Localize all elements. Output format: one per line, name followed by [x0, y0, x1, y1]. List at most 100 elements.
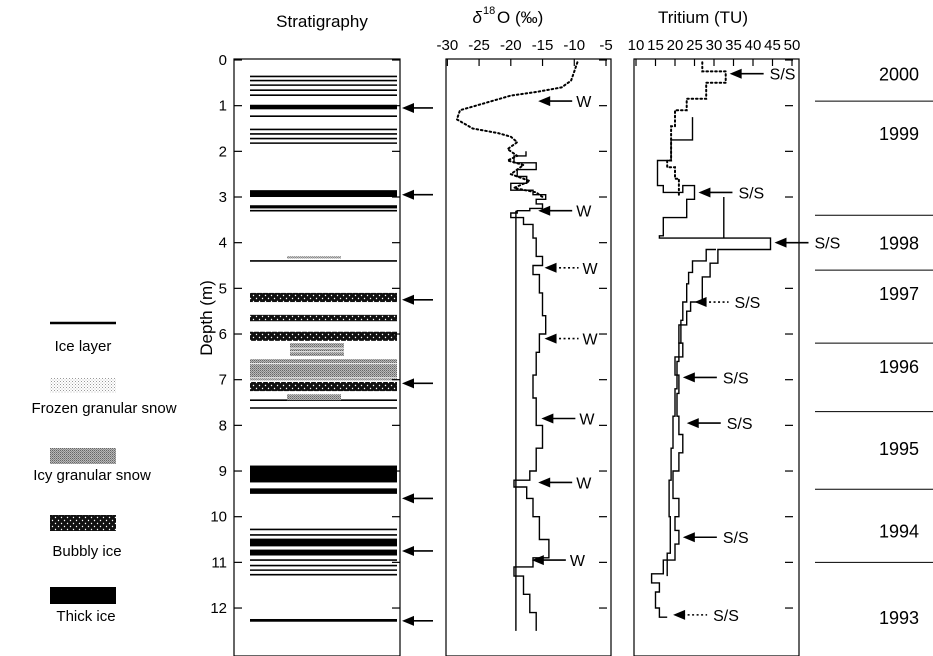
- bubbly-ice-band: [250, 292, 397, 303]
- tritium-tick-label: 35: [725, 37, 742, 54]
- tritium-line-dotted: [666, 61, 727, 198]
- tritium-series: [650, 61, 772, 618]
- depth-tick-label: 7: [219, 372, 227, 389]
- thick-ice-band: [250, 488, 397, 494]
- frozen-granular-snow-band: [290, 343, 344, 348]
- tritium-axis: 10 15 20 25 30 35 40 45 50: [628, 37, 801, 609]
- year-label: 2000: [879, 65, 919, 85]
- stratigraphy-arrow-head: [402, 615, 414, 626]
- legend: Ice layer Frozen granular snow Icy granula…: [31, 321, 177, 625]
- tritium-frame: [633, 58, 800, 656]
- tritium-tick-label: 45: [764, 37, 781, 54]
- thick-ice-swatch: [50, 587, 116, 604]
- year-label: 1996: [879, 357, 919, 377]
- delta-o18-axis: -30 -25 -20 -15 -10 -5: [437, 37, 613, 609]
- depth-tick-label: 12: [210, 600, 227, 617]
- thick-ice-band: [250, 465, 397, 483]
- legend-label: Ice layer: [55, 338, 112, 355]
- delta-o18-tick-label: -30: [437, 37, 459, 54]
- thick-ice-band: [250, 538, 397, 547]
- stratigraphy-arrow-head: [402, 378, 414, 389]
- delta-title-symbol: δ: [473, 8, 483, 27]
- tritium-line-solid-step: [666, 248, 716, 577]
- tritium-annotation-label: S/S: [815, 236, 841, 253]
- delta-title-superscript: 18: [483, 5, 495, 17]
- tritium-annotations: S/S S/S S/S S/S S/S S/S S/S S/S: [673, 67, 840, 625]
- delta-o18-arrow-head: [544, 262, 557, 273]
- stratigraphy-arrow-head: [402, 545, 414, 556]
- tritium-tick-label: 50: [784, 37, 801, 54]
- bubbly-ice-band: [250, 381, 397, 392]
- year-label: 1993: [879, 608, 919, 628]
- delta-o18-annotations: W W W W W W W: [531, 94, 599, 570]
- tritium-tick-label: 25: [686, 37, 703, 54]
- stratigraphy-arrow-head: [402, 102, 414, 113]
- delta-o18-tick-label: -25: [468, 37, 490, 54]
- legend-label: Thick ice: [56, 608, 115, 625]
- legend-label: Bubbly ice: [52, 543, 121, 560]
- tritium-annotation-label: S/S: [713, 608, 739, 625]
- icy-granular-snow-band: [250, 359, 397, 364]
- depth-tick-label: 11: [211, 554, 227, 571]
- thick-ice-band: [250, 618, 397, 622]
- tritium-annotation-label: S/S: [727, 416, 753, 433]
- stratigraphy-title: Stratigraphy: [276, 12, 368, 31]
- thick-ice-band: [250, 190, 397, 198]
- y-axis-label: Depth (m): [197, 280, 216, 356]
- delta-o18-arrow-head: [541, 413, 554, 424]
- delta-o18-tick-label: -15: [532, 37, 554, 54]
- bubbly-ice-swatch: [50, 515, 116, 531]
- icy-granular-snow-band: [287, 394, 341, 401]
- tritium-tick-label: 40: [745, 37, 762, 54]
- stratigraphy-arrow-head: [402, 294, 414, 305]
- delta-o18-annotation-label: W: [576, 94, 592, 111]
- tritium-line-solid-step: [650, 117, 772, 618]
- delta-o18-annotation-label: W: [583, 332, 599, 349]
- tritium-arrow-head: [729, 68, 742, 79]
- icy-granular-snow-band: [250, 378, 397, 381]
- year-label: 1995: [879, 439, 919, 459]
- year-labels: 2000 1999 1998 1997 1996 1995 1994 1993: [815, 65, 933, 628]
- tritium-arrow-head: [682, 532, 695, 543]
- year-label: 1997: [879, 284, 919, 304]
- delta-o18-annotation-label: W: [576, 204, 592, 221]
- bubbly-ice-band: [250, 331, 397, 341]
- legend-label: Icy granular snow: [33, 467, 151, 484]
- delta-o18-tick-label: -10: [563, 37, 585, 54]
- delta-o18-arrow-head: [538, 477, 551, 488]
- stratigraphy-arrow-head: [402, 189, 414, 200]
- thick-ice-band: [250, 549, 397, 556]
- depth-tick-label: 1: [219, 98, 227, 115]
- depth-tick-label: 6: [219, 326, 227, 343]
- delta-o18-title: δ 18 O (‰): [473, 5, 544, 27]
- delta-o18-frame: [445, 58, 612, 656]
- tritium-annotation-label: S/S: [735, 295, 761, 312]
- year-label: 1994: [879, 521, 919, 541]
- delta-o18-annotation-label: W: [583, 261, 599, 278]
- tritium-tick-label: 30: [706, 37, 723, 54]
- tritium-tick-label: 15: [647, 37, 664, 54]
- tritium-arrow-head: [673, 609, 686, 620]
- bubbly-ice-band: [250, 314, 397, 322]
- tritium-arrow-head: [774, 237, 787, 248]
- tritium-arrow-head: [698, 187, 711, 198]
- tritium-tick-label: 20: [667, 37, 684, 54]
- delta-o18-tick-label: -20: [500, 37, 522, 54]
- tritium-arrow-head: [686, 418, 699, 429]
- year-label: 1999: [879, 124, 919, 144]
- icy-granular-snow-band: [250, 364, 397, 378]
- depth-tick-label: 0: [219, 52, 227, 69]
- delta-o18-arrow-head: [538, 96, 551, 107]
- depth-tick-label: 9: [219, 463, 227, 480]
- depth-tick-label: 5: [219, 280, 227, 297]
- depth-tick-label: 3: [219, 189, 227, 206]
- delta-o18-arrow-head: [538, 205, 551, 216]
- delta-o18-annotation-label: W: [576, 475, 592, 492]
- stratigraphy-frame: [233, 58, 401, 656]
- delta-o18-line-solid-step: [510, 151, 550, 631]
- tritium-annotation-label: S/S: [738, 185, 764, 202]
- thick-ice-band: [250, 205, 397, 209]
- tritium-annotation-label: S/S: [770, 67, 796, 84]
